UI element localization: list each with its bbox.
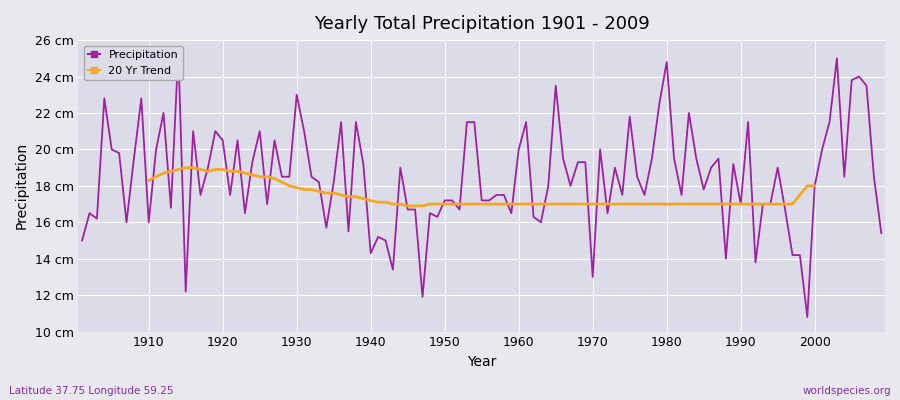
Text: worldspecies.org: worldspecies.org xyxy=(803,386,891,396)
Text: Latitude 37.75 Longitude 59.25: Latitude 37.75 Longitude 59.25 xyxy=(9,386,174,396)
Title: Yearly Total Precipitation 1901 - 2009: Yearly Total Precipitation 1901 - 2009 xyxy=(314,15,650,33)
Legend: Precipitation, 20 Yr Trend: Precipitation, 20 Yr Trend xyxy=(84,46,183,80)
X-axis label: Year: Year xyxy=(467,355,497,369)
Y-axis label: Precipitation: Precipitation xyxy=(15,142,29,230)
